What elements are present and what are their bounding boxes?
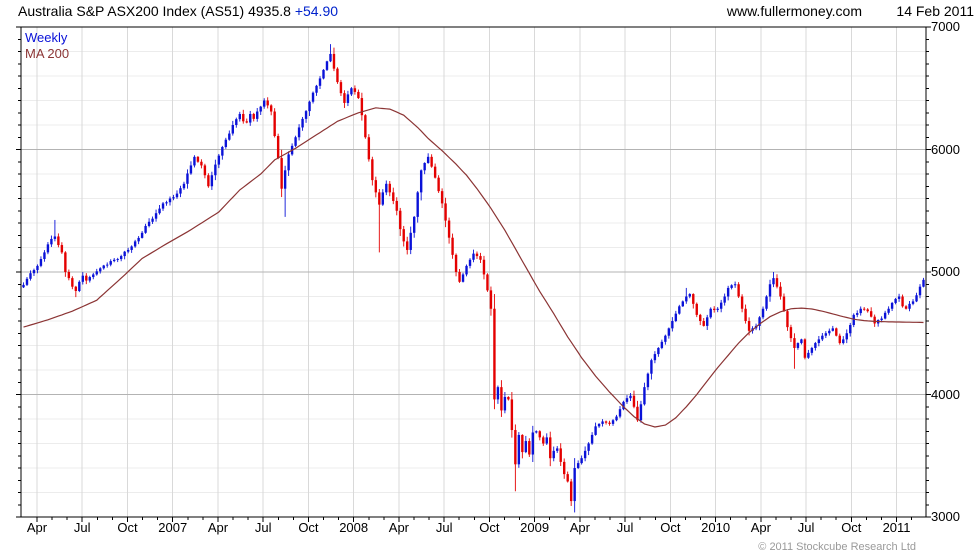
copyright-notice: © 2011 Stockcube Research Ltd bbox=[758, 541, 916, 553]
y-axis-tick-label: 7000 bbox=[931, 19, 960, 34]
x-axis-tick-label: Oct bbox=[660, 520, 681, 535]
chart-date-label: 14 Feb 2011 bbox=[896, 3, 974, 19]
legend-series-label: Weekly bbox=[25, 30, 68, 45]
x-axis-tick-label: Oct bbox=[841, 520, 862, 535]
x-axis-tick-label: Jul bbox=[254, 520, 272, 535]
page-title: Australia S&P ASX200 Index (AS51) 4935.8 bbox=[18, 3, 291, 19]
x-axis-tick-label: Oct bbox=[479, 520, 500, 535]
x-axis-tick-label: Jul bbox=[616, 520, 634, 535]
y-axis-tick-label: 4000 bbox=[931, 386, 960, 402]
y-axis-tick-label: 5000 bbox=[931, 264, 960, 279]
x-axis-tick-label: 2008 bbox=[339, 520, 369, 535]
x-axis-tick-label: Apr bbox=[569, 520, 590, 535]
x-axis-tick-label: Oct bbox=[298, 520, 319, 535]
x-axis-tick-label: Apr bbox=[750, 520, 771, 535]
y-axis-tick-label: 6000 bbox=[931, 141, 960, 157]
chart-header: Australia S&P ASX200 Index (AS51) 4935.8… bbox=[18, 3, 338, 19]
x-axis-tick-label: 2011 bbox=[882, 520, 911, 535]
x-axis-tick-label: Jul bbox=[73, 520, 91, 535]
y-axis-tick-label: 3000 bbox=[931, 509, 960, 524]
price-change-badge: +54.90 bbox=[294, 3, 339, 19]
website-label: www.fullermoney.com bbox=[726, 3, 862, 19]
x-axis-tick-label: 2010 bbox=[701, 520, 731, 535]
x-axis-tick-label: Jul bbox=[435, 520, 453, 535]
x-axis-tick-label: Apr bbox=[207, 520, 229, 535]
x-axis-tick-label: Oct bbox=[117, 520, 138, 535]
x-axis-tick-label: Apr bbox=[26, 520, 48, 535]
legend-ma-label: MA 200 bbox=[25, 46, 70, 61]
x-axis-tick-label: 2009 bbox=[520, 520, 550, 535]
x-axis-tick-label: Apr bbox=[388, 520, 410, 535]
x-axis-tick-label: Jul bbox=[797, 520, 815, 535]
x-axis-tick-label: 2007 bbox=[158, 520, 188, 535]
